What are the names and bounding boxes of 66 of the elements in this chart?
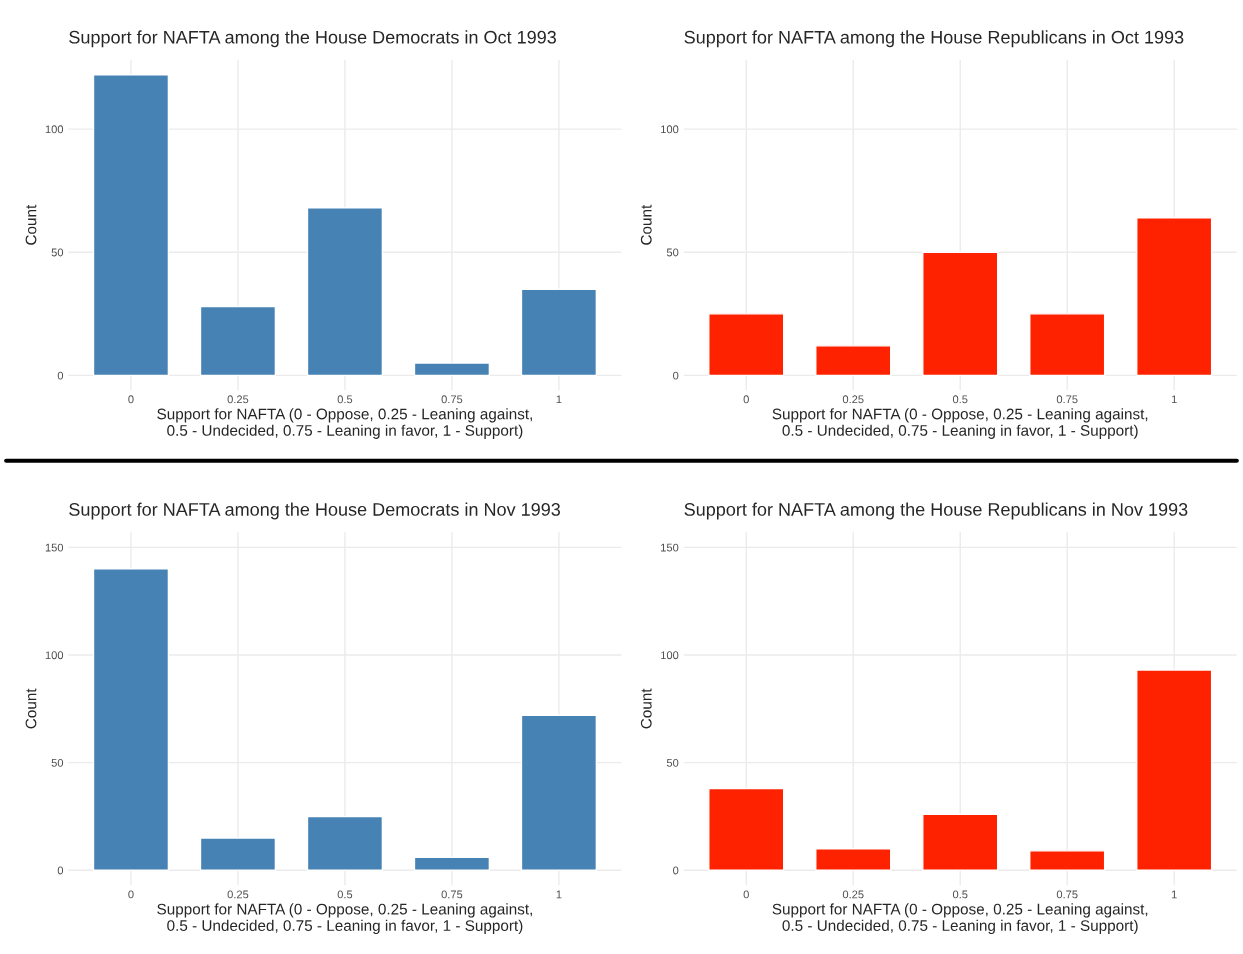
x-tick-label: 0.75 (441, 395, 463, 404)
chart-title: Support for NAFTA among the House Republicans in Nov 1993 (684, 502, 1188, 520)
y-tick-label: 50 (666, 758, 679, 767)
bar (413, 856, 491, 871)
x-tick-label: 0.75 (441, 890, 463, 899)
x-tick-label: 0 (128, 395, 134, 404)
bar (815, 848, 892, 871)
bar (708, 787, 785, 871)
y-tick-label: 0 (57, 866, 64, 875)
x-axis-title: Support for NAFTA (0 - Oppose, 0.25 - Leaning against, 0.5 - Undecided, 0.75 - Leaning in favor, 1 - Support) (772, 903, 1148, 935)
x-tick-label: 1 (1171, 890, 1177, 899)
y-tick-label: 150 (661, 543, 679, 552)
y-tick-label: 100 (661, 651, 679, 660)
bar (1029, 850, 1106, 871)
x-axis-title: Support for NAFTA (0 - Oppose, 0.25 - Leaning against, 0.5 - Undecided, 0.75 - Leaning in favor, 1 - Support) (772, 408, 1148, 439)
x-axis-title: Support for NAFTA (0 - Oppose, 0.25 - Leaning against, 0.5 - Undecided, 0.75 - Leaning in favor, 1 - Support) (157, 903, 532, 935)
bar (520, 288, 598, 377)
bar (413, 362, 491, 377)
bar (199, 305, 277, 377)
chart-title: Support for NAFTA among the House Republicans in Oct 1993 (684, 30, 1184, 48)
x-tick-label: 0 (743, 395, 749, 404)
x-tick-label: 0.75 (1056, 890, 1078, 899)
x-tick-label: 1 (556, 890, 562, 899)
bar (92, 74, 170, 377)
bar (306, 815, 384, 871)
bar (922, 251, 999, 377)
chart-title: Support for NAFTA among the House Democrats in Nov 1993 (69, 502, 560, 520)
bar (922, 813, 999, 871)
bar (708, 313, 785, 377)
bar (520, 714, 598, 871)
bar (815, 345, 892, 377)
bar (306, 207, 384, 377)
bar (1136, 669, 1213, 871)
x-tick-label: 0.25 (227, 395, 249, 404)
y-tick-label: 100 (661, 125, 679, 134)
y-tick-label: 150 (45, 543, 64, 552)
x-tick-label: 0.5 (952, 890, 968, 899)
y-tick-label: 50 (666, 248, 679, 257)
y-tick-label: 0 (57, 371, 64, 380)
y-tick-label: 50 (51, 248, 64, 257)
y-tick-label: 50 (51, 758, 64, 767)
y-axis-title: Count (25, 688, 37, 729)
x-tick-label: 0.75 (1056, 395, 1078, 404)
y-axis-title: Count (25, 204, 37, 245)
y-tick-label: 100 (45, 651, 64, 660)
x-axis-title: Support for NAFTA (0 - Oppose, 0.25 - Leaning against, 0.5 - Undecided, 0.75 - Leaning in favor, 1 - Support) (157, 408, 532, 439)
y-axis-title: Count (640, 204, 652, 245)
bar (199, 837, 277, 871)
y-tick-label: 0 (673, 866, 679, 875)
x-tick-label: 1 (1171, 395, 1177, 404)
x-tick-label: 0 (743, 890, 749, 899)
x-tick-label: 0.5 (337, 890, 353, 899)
bar (1029, 313, 1106, 377)
y-tick-label: 0 (673, 371, 679, 380)
y-tick-label: 100 (45, 125, 64, 134)
x-tick-label: 0.25 (227, 890, 249, 899)
x-tick-label: 1 (556, 395, 562, 404)
bar (1136, 217, 1213, 377)
y-axis-title: Count (640, 688, 652, 729)
x-tick-label: 0.5 (337, 395, 353, 404)
x-tick-label: 0.5 (952, 395, 968, 404)
chart-title: Support for NAFTA among the House Democrats in Oct 1993 (69, 30, 556, 48)
x-tick-label: 0.25 (842, 395, 864, 404)
x-tick-label: 0 (128, 890, 134, 899)
bar (92, 568, 170, 871)
x-tick-label: 0.25 (842, 890, 864, 899)
